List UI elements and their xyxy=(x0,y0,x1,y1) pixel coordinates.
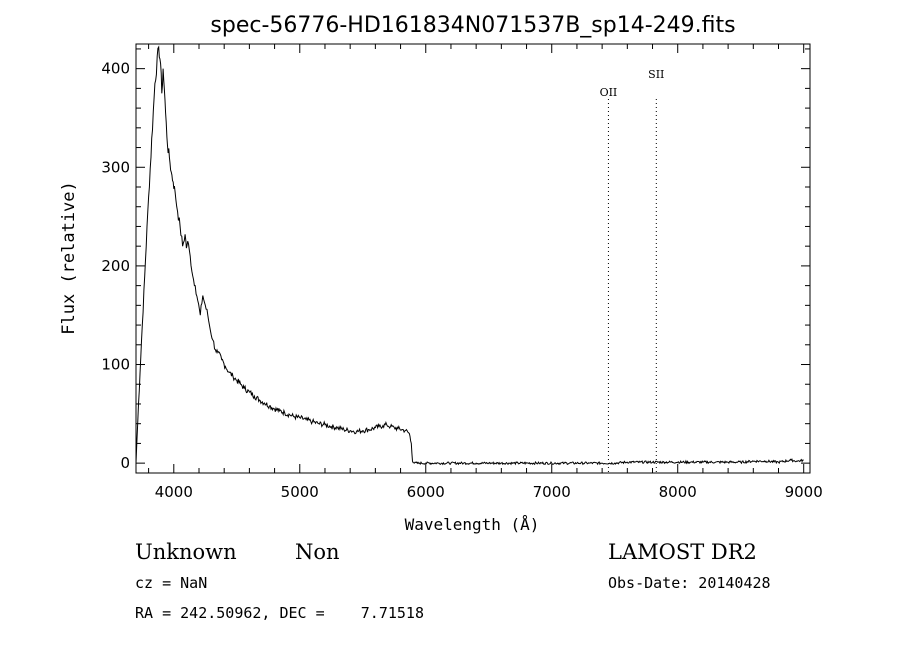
line-annotations: OII SII xyxy=(600,68,664,473)
y-axis-label: Flux (relative) xyxy=(59,181,79,335)
x-tick-label: 5000 xyxy=(281,483,319,501)
annotation-label: OII xyxy=(600,86,618,99)
y-tick-label: 300 xyxy=(101,158,130,176)
y-tick-label: 200 xyxy=(101,257,130,275)
object-subclass: Non xyxy=(295,540,340,564)
spectrum-line xyxy=(135,45,804,466)
x-axis: 4000 5000 6000 7000 8000 9000 xyxy=(148,44,823,501)
y-axis: 0 100 200 300 400 xyxy=(101,48,810,472)
y-tick-label: 400 xyxy=(101,60,130,78)
x-axis-label: Wavelength (Å) xyxy=(405,515,540,534)
chart-title: spec-56776-HD161834N071537B_sp14-249.fit… xyxy=(210,13,735,38)
coordinates: RA = 242.50962, DEC = 7.71518 xyxy=(135,604,424,622)
y-tick-label: 0 xyxy=(120,454,130,472)
object-class: Unknown xyxy=(135,540,237,564)
y-tick-label: 100 xyxy=(101,356,130,374)
annotation-label: SII xyxy=(648,68,664,81)
survey-name: LAMOST DR2 xyxy=(608,540,757,564)
x-tick-label: 7000 xyxy=(533,483,571,501)
observation-date: Obs-Date: 20140428 xyxy=(608,574,771,592)
x-tick-label: 9000 xyxy=(785,483,823,501)
x-tick-label: 4000 xyxy=(155,483,193,501)
x-tick-label: 6000 xyxy=(407,483,445,501)
redshift-cz: cz = NaN xyxy=(135,574,208,592)
x-tick-label: 8000 xyxy=(659,483,697,501)
plot-frame xyxy=(135,43,811,474)
